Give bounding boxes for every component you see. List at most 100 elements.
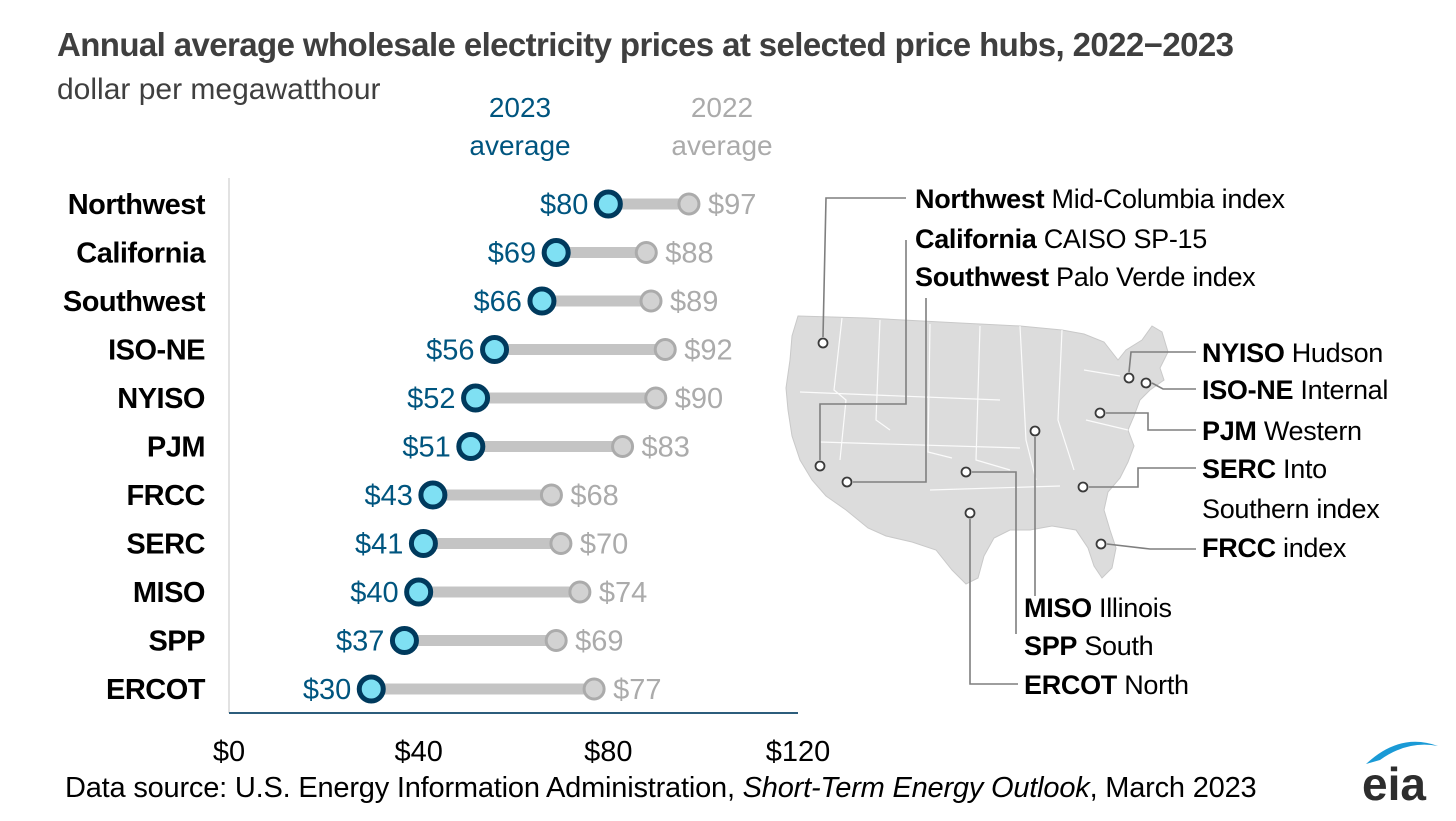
- point-2023: [541, 238, 571, 267]
- hub-marker-pjm: [1094, 407, 1106, 419]
- data-label-2023: $40: [350, 577, 398, 609]
- category-label: NYISO: [117, 383, 205, 415]
- point-2022: [582, 677, 606, 701]
- data-label-2023: $43: [365, 480, 413, 512]
- x-axis: $0 $40 $80 $120: [213, 178, 830, 768]
- legend-2022: average: [671, 130, 772, 161]
- hub-label-ercot: ERCOT North: [1024, 670, 1189, 700]
- data-label-2022: $68: [570, 480, 618, 512]
- hub-label-miso: MISO Illinois: [1024, 593, 1172, 623]
- hub-label-serc-line2: Southern index: [1202, 494, 1380, 524]
- point-2023: [408, 529, 438, 558]
- hub-marker-southwest: [841, 476, 853, 488]
- row-northwest: Northwest $80 $97: [68, 189, 757, 221]
- point-2023: [456, 432, 486, 461]
- point-2022: [677, 192, 701, 216]
- row-pjm: PJM $51 $83: [147, 432, 690, 464]
- row-miso: MISO $40 $74: [133, 577, 647, 609]
- hub-marker-serc: [1077, 481, 1089, 493]
- leader-line-pjm: [1106, 412, 1196, 431]
- x-tick-label: $40: [394, 736, 442, 768]
- leader-line-serc: [1089, 467, 1196, 488]
- point-2023: [461, 383, 491, 413]
- logo-wordmark: eia: [1362, 758, 1426, 808]
- leader-line-iso-ne: [1151, 382, 1196, 390]
- data-label-2022: $83: [642, 432, 690, 464]
- point-2022: [653, 338, 677, 361]
- data-label-2022: $77: [613, 674, 661, 706]
- legend-2023: 2023: [489, 92, 551, 123]
- hub-label-southwest: Southwest Palo Verde index: [915, 262, 1256, 292]
- category-label: Northwest: [68, 189, 206, 221]
- source-prefix: Data source: U.S. Energy Information Adm…: [65, 772, 743, 804]
- hub-label-california: California CAISO SP-15: [915, 224, 1207, 254]
- data-label-2023: $69: [488, 238, 536, 270]
- row-california: California $69 $88: [76, 238, 713, 270]
- hub-label-iso-ne: ISO-NE Internal: [1202, 375, 1388, 405]
- category-label: PJM: [147, 432, 205, 464]
- leader-line-southwest: [853, 298, 927, 483]
- hub-label-nyiso: NYISO Hudson: [1202, 338, 1383, 368]
- point-2023: [593, 189, 623, 219]
- point-2022: [639, 289, 663, 313]
- us-map-shape: [785, 315, 1169, 585]
- data-label-2022: $69: [575, 626, 623, 658]
- leader-line-california: [819, 240, 907, 460]
- category-label: ISO-NE: [108, 335, 205, 367]
- point-2023: [418, 480, 448, 510]
- data-source-note: Data source: U.S. Energy Information Adm…: [65, 772, 1257, 805]
- source-publication: Short-Term Energy Outlook: [742, 772, 1090, 804]
- hub-marker-frcc: [1095, 538, 1107, 550]
- data-label-2022: $70: [580, 529, 628, 561]
- x-tick-label: $0: [213, 736, 245, 768]
- category-label: MISO: [133, 577, 205, 609]
- source-suffix: , March 2023: [1089, 772, 1257, 804]
- data-label-2023: $51: [402, 432, 450, 464]
- point-2022: [549, 532, 573, 555]
- hub-marker-nyiso: [1123, 372, 1135, 384]
- category-label: SERC: [126, 529, 205, 561]
- point-2023: [480, 335, 510, 364]
- leader-line-frcc: [1106, 543, 1196, 550]
- row-nyiso: NYISO $52 $90: [117, 383, 723, 415]
- hub-label-pjm: PJM Western: [1202, 416, 1362, 446]
- data-label-2022: $88: [665, 238, 713, 270]
- chart-rows: Northwest $80 $97 California $69 $88 Southwest…: [63, 189, 756, 706]
- point-2022: [568, 580, 592, 604]
- point-2023: [404, 577, 434, 607]
- data-label-2023: $37: [336, 626, 384, 658]
- hub-marker-iso-ne: [1140, 377, 1152, 389]
- hub-marker-ercot: [964, 507, 976, 519]
- data-label-2023: $41: [355, 529, 403, 561]
- hub-label-frcc: FRCC index: [1202, 533, 1347, 563]
- hub-marker-northwest: [817, 337, 829, 349]
- point-2023: [527, 286, 557, 316]
- category-label: California: [76, 238, 206, 270]
- hub-marker-miso: [1029, 425, 1041, 437]
- us-map: Northwest Mid-Columbia index California C…: [785, 184, 1388, 700]
- x-tick-label: $80: [584, 736, 632, 768]
- data-label-2023: $56: [426, 335, 474, 367]
- legend-2022: 2022: [691, 92, 753, 123]
- data-label-2023: $80: [540, 189, 588, 221]
- row-southwest: Southwest $66 $89: [63, 286, 719, 318]
- data-label-2023: $30: [303, 674, 351, 706]
- data-label-2023: $66: [474, 286, 522, 318]
- legend: 2023 average 2022 average: [469, 92, 772, 161]
- data-label-2023: $52: [407, 383, 455, 415]
- data-label-2022: $97: [708, 189, 756, 221]
- point-2022: [634, 241, 658, 264]
- point-2022: [611, 435, 635, 458]
- row-spp: SPP $37 $69: [148, 626, 623, 658]
- row-serc: SERC $41 $70: [126, 529, 628, 561]
- leader-line-nyiso: [1128, 351, 1196, 373]
- leader-line-spp: [972, 471, 1017, 634]
- x-tick-label: $120: [766, 736, 831, 768]
- row-iso-ne: ISO-NE $56 $92: [108, 335, 733, 367]
- point-2023: [356, 674, 386, 704]
- point-2022: [644, 386, 668, 410]
- data-label-2022: $89: [670, 286, 718, 318]
- hub-label-northwest: Northwest Mid-Columbia index: [915, 184, 1286, 214]
- category-label: FRCC: [126, 480, 205, 512]
